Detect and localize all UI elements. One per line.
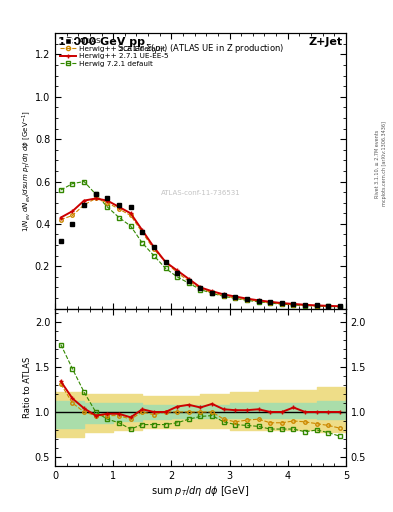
Text: mcplots.cern.ch [arXiv:1306.3436]: mcplots.cern.ch [arXiv:1306.3436] <box>382 121 387 206</box>
Text: Scalar $\Sigma(p_T)$ (ATLAS UE in Z production): Scalar $\Sigma(p_T)$ (ATLAS UE in Z prod… <box>117 41 284 55</box>
Text: 13000 GeV pp: 13000 GeV pp <box>58 37 145 48</box>
Y-axis label: $1/N_{ev}\ dN_{ev}/dsum\ p_T/d\eta\ d\phi\ [\rm{GeV}^{-1}]$: $1/N_{ev}\ dN_{ev}/dsum\ p_T/d\eta\ d\ph… <box>20 110 33 232</box>
Text: Rivet 3.1.10, ≥ 2.7M events: Rivet 3.1.10, ≥ 2.7M events <box>375 130 380 198</box>
Text: Z+Jet: Z+Jet <box>309 37 343 48</box>
Legend: ATLAS, Herwig++ 2.7.1 default, Herwig++ 2.7.1 UE-EE-5, Herwig 7.2.1 default: ATLAS, Herwig++ 2.7.1 default, Herwig++ … <box>59 37 170 68</box>
X-axis label: sum $p_T/d\eta\ d\phi$ [GeV]: sum $p_T/d\eta\ d\phi$ [GeV] <box>151 483 250 498</box>
Text: ATLAS-conf-11-736531: ATLAS-conf-11-736531 <box>161 190 240 196</box>
Y-axis label: Ratio to ATLAS: Ratio to ATLAS <box>23 357 32 418</box>
